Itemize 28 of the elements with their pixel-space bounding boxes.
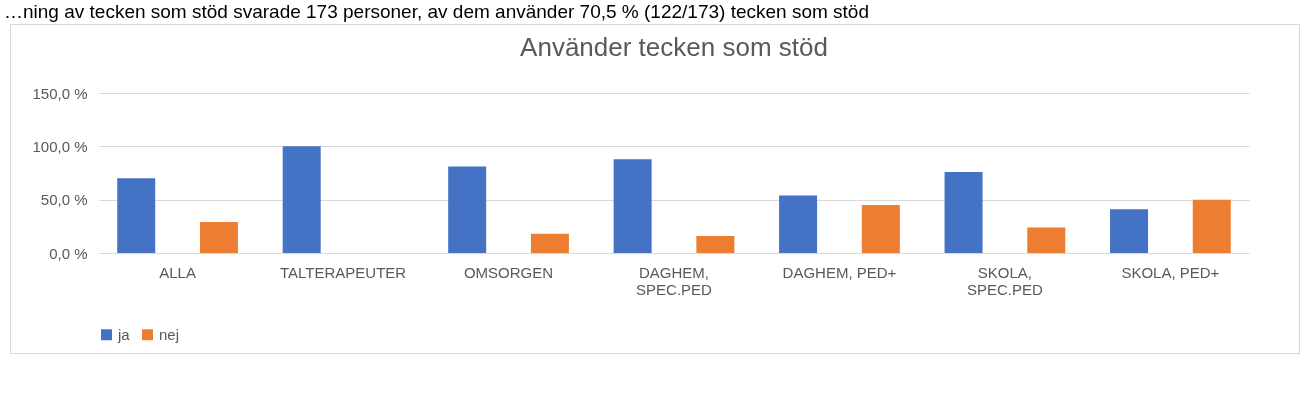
x-tick-label: TALTERAPEUTER xyxy=(279,263,407,281)
x-tick-label: SKOLA, SPEC.PED xyxy=(967,263,1044,298)
chart-title: Använder tecken som stöd xyxy=(520,32,828,62)
x-tick-label: DAGHEM, SPEC.PED xyxy=(636,263,713,298)
bar xyxy=(530,233,569,253)
bar xyxy=(1027,227,1066,253)
bar xyxy=(1110,209,1149,253)
legend-label: ja xyxy=(117,325,131,343)
y-tick-label: 50,0 % xyxy=(40,191,88,209)
x-tick-label: OMSORGEN xyxy=(463,263,554,281)
text: …ning av tecken som stöd svarade 173 personer, av dem använder 70,5 % (122/173) tecken som stöd xyxy=(3,0,870,24)
bar xyxy=(944,171,983,253)
bar xyxy=(199,222,238,253)
bar xyxy=(448,166,487,253)
bar xyxy=(861,205,900,253)
bar xyxy=(282,146,321,253)
bar xyxy=(1192,199,1231,253)
y-tick-label: 0,0 % xyxy=(49,244,88,262)
bar xyxy=(696,235,735,253)
bar xyxy=(117,178,156,253)
x-tick-label: SKOLA, PED+ xyxy=(1121,263,1220,281)
bar xyxy=(613,159,652,253)
bar xyxy=(779,195,818,253)
y-tick-label: 150,0 % xyxy=(32,84,88,102)
y-tick-label: 100,0 % xyxy=(32,137,88,155)
x-tick-label: ALLA xyxy=(159,263,196,281)
x-tick-label: DAGHEM, PED+ xyxy=(782,263,897,281)
legend-label: nej xyxy=(159,325,180,343)
